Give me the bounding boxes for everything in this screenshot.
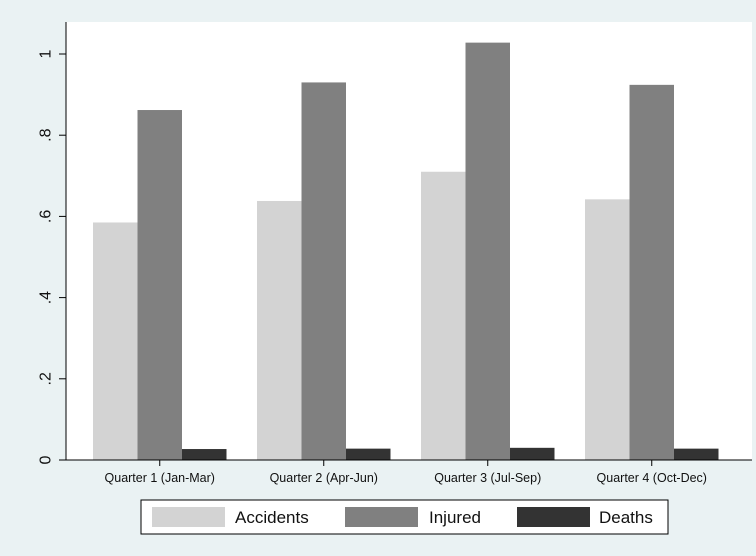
legend-swatch-injured <box>345 507 418 527</box>
bar-injured-q2 <box>301 82 346 461</box>
bars-group <box>93 42 719 461</box>
x-tick-label: Quarter 4 (Oct-Dec) <box>597 471 707 485</box>
bar-accidents-q3 <box>421 171 466 461</box>
y-axis: 0 .2 .4 .6 .8 1 <box>38 22 67 464</box>
bar-deaths-q3 <box>510 447 555 460</box>
y-tick-label: .2 <box>38 372 55 385</box>
bar-injured-q3 <box>465 42 510 461</box>
bar-injured-q4 <box>629 84 674 460</box>
legend-label-injured: Injured <box>429 508 481 527</box>
y-tick-label: 1 <box>38 49 55 58</box>
bar-deaths-q4 <box>674 448 719 460</box>
bar-accidents-q1 <box>93 222 138 460</box>
legend-label-accidents: Accidents <box>235 508 309 527</box>
bar-injured-q1 <box>137 110 182 460</box>
bar-deaths-q1 <box>182 449 227 460</box>
y-tick-label: .6 <box>38 210 55 223</box>
legend-swatch-deaths <box>517 507 590 527</box>
y-tick-label: .8 <box>38 128 55 141</box>
y-tick-label: .4 <box>38 291 55 304</box>
x-axis: Quarter 1 (Jan-Mar) Quarter 2 (Apr-Jun) Qu… <box>66 459 752 485</box>
bar-accidents-q2 <box>257 200 302 461</box>
y-tick-label: 0 <box>38 455 55 464</box>
legend-label-deaths: Deaths <box>599 508 653 527</box>
bar-accidents-q4 <box>585 199 630 460</box>
x-tick-label: Quarter 1 (Jan-Mar) <box>105 471 215 485</box>
bar-deaths-q2 <box>346 448 391 460</box>
legend: Accidents Injured Deaths <box>140 499 669 535</box>
x-tick-label: Quarter 2 (Apr-Jun) <box>270 471 378 485</box>
x-tick-label: Quarter 3 (Jul-Sep) <box>434 471 541 485</box>
legend-swatch-accidents <box>152 507 225 527</box>
